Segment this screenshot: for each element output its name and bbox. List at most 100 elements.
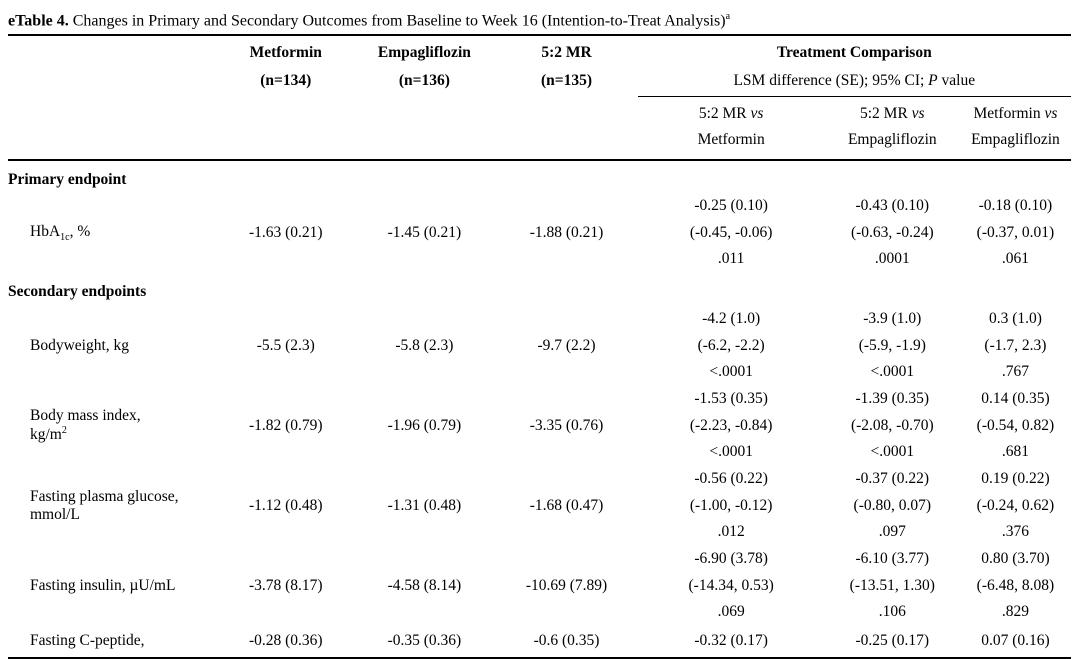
value-metformin: -1.12 (0.48) [248,496,323,514]
subcolumn-line2: Metformin [697,130,765,148]
lsm-difference: -0.25 (0.10) [694,197,768,215]
table-row-fpg: Fasting plasma glucose, mmol/L -1.12 (0.… [8,466,1071,546]
lsm-difference: -0.32 (0.17) [637,625,825,659]
section-label: Secondary endpoints [8,283,147,301]
table-row-insulin: Fasting insulin, µU/mL -3.78 (8.17) -4.5… [8,546,1071,626]
lsm-difference: -3.9 (1.0) [863,310,922,328]
subcolumn-line1: Metformin vs [973,104,1058,122]
comparison-cell: -6.10 (3.77) (-13.51, 1.30) .106 [825,546,960,626]
outcomes-table: Metformin Empagliflozin 5:2 MR Treatment… [8,36,1071,659]
p-value: .011 [717,250,745,268]
lsm-difference: 0.07 (0.16) [959,625,1071,659]
value-metformin: -1.63 (0.21) [248,223,323,241]
lsm-difference: 0.3 (1.0) [988,310,1042,328]
p-value: .097 [878,523,906,541]
comparison-cell: -0.43 (0.10) (-0.63, -0.24) .0001 [825,193,960,273]
header-spacer [8,96,638,161]
value-empagliflozin: -4.58 (8.14) [387,576,462,594]
footnote-marker: a [725,11,731,22]
comparison-subtitle-suffix: value [937,72,976,90]
n-metformin: (n=134) [260,72,312,90]
table-row-bmi: Body mass index, kg/m2 -1.82 (0.79) -1.9… [8,386,1071,466]
row-label: HbA1c, % [30,222,91,243]
lsm-difference: -0.25 (0.17) [824,625,960,659]
lsm-difference: -6.10 (3.77) [855,550,930,568]
lsm-difference: 0.80 (3.70) [981,550,1050,568]
confidence-interval: (-0.54, 0.82) [976,416,1055,434]
comparison-cell: -3.9 (1.0) (-5.9, -1.9) <.0001 [825,306,960,386]
row-label: Fasting C-peptide, [8,625,219,659]
value-metformin: -5.5 (2.3) [256,336,315,354]
comparison-subtitle: LSM difference (SE); 95% CI; P value [637,66,1071,97]
lsm-difference: 0.19 (0.22) [981,470,1050,488]
p-value: .069 [717,603,745,621]
subcolumn-line1: 5:2 MR vs [698,104,764,122]
value-metformin: -0.28 (0.36) [218,625,354,659]
value-empagliflozin: -5.8 (2.3) [395,336,454,354]
p-value: <.0001 [870,443,915,461]
comparison-cell: -1.39 (0.35) (-2.08, -0.70) <.0001 [825,386,960,466]
lsm-difference: -6.90 (3.78) [694,550,768,568]
value-52mr: -3.35 (0.76) [529,416,604,434]
row-label: Fasting plasma glucose, mmol/L [30,487,179,523]
header-spacer [8,66,218,96]
value-empagliflozin: -1.96 (0.79) [387,416,462,434]
section-label: Primary endpoint [8,170,127,188]
confidence-interval: (-6.48, 8.08) [976,576,1055,594]
p-value: .681 [1001,443,1029,461]
header-row-arms: Metformin Empagliflozin 5:2 MR Treatment… [8,36,1071,66]
comparison-cell: -0.18 (0.10) (-0.37, 0.01) .061 [960,193,1071,273]
comparison-cell: -4.2 (1.0) (-6.2, -2.2) <.0001 [638,306,825,386]
comparison-cell: 0.19 (0.22) (-0.24, 0.62) .376 [960,466,1071,546]
row-label: Fasting insulin, µU/mL [30,576,176,594]
comparison-cell: -0.56 (0.22) (-1.00, -0.12) .012 [638,466,825,546]
table-row-cpeptide: Fasting C-peptide, -0.28 (0.36) -0.35 (0… [8,625,1071,659]
comparison-cell: 0.14 (0.35) (-0.54, 0.82) .681 [960,386,1071,466]
value-52mr: -1.68 (0.47) [529,496,604,514]
table-row-hba1c: HbA1c, % -1.63 (0.21) -1.45 (0.21) -1.88… [8,193,1071,273]
subcolumn-52mr-vs-metformin: 5:2 MR vs Metformin [637,96,825,161]
p-value: <.0001 [709,363,753,381]
n-52mr: (n=135) [540,72,593,90]
confidence-interval: (-0.24, 0.62) [976,496,1055,514]
subcolumn-metformin-vs-empagliflozin: Metformin vs Empagliflozin [959,96,1071,161]
confidence-interval: (-6.2, -2.2) [697,336,765,354]
comparison-cell: -6.90 (3.78) (-14.34, 0.53) .069 [638,546,825,626]
value-metformin: -1.82 (0.79) [248,416,323,434]
header-row-comparisons: 5:2 MR vs Metformin 5:2 MR vs Empagliflo… [8,96,1071,161]
confidence-interval: (-14.34, 0.53) [688,576,774,594]
column-group-treatment-comparison: Treatment Comparison [776,44,932,62]
value-empagliflozin: -1.45 (0.21) [387,223,462,241]
confidence-interval: (-0.45, -0.06) [689,223,773,241]
n-empagliflozin: (n=136) [398,72,450,90]
row-label: Body mass index, kg/m2 [30,407,141,444]
comparison-subtitle-text: LSM difference (SE); 95% CI; [733,72,929,90]
p-value: <.0001 [709,443,753,461]
column-header-metformin: Metformin [249,44,322,62]
confidence-interval: (-13.51, 1.30) [849,576,935,594]
confidence-interval: (-0.80, 0.07) [853,496,932,514]
section-row-secondary: Secondary endpoints [8,273,1071,306]
table-title-text: Changes in Primary and Secondary Outcome… [68,12,726,30]
p-value: .0001 [874,250,910,268]
confidence-interval: (-1.7, 2.3) [984,336,1047,354]
value-52mr: -9.7 (2.2) [537,336,596,354]
column-header-empagliflozin: Empagliflozin [377,44,471,62]
p-value: <.0001 [870,363,915,381]
confidence-interval: (-2.08, -0.70) [850,416,934,434]
comparison-cell: -0.37 (0.22) (-0.80, 0.07) .097 [825,466,960,546]
confidence-interval: (-0.63, -0.24) [850,223,934,241]
p-value: .012 [717,523,745,541]
lsm-difference: -4.2 (1.0) [702,310,761,328]
confidence-interval: (-0.37, 0.01) [976,223,1055,241]
table-title: eTable 4. Changes in Primary and Seconda… [8,5,1071,37]
header-row-n: (n=134) (n=136) (n=135) LSM difference (… [8,66,1071,97]
subcolumn-52mr-vs-empagliflozin: 5:2 MR vs Empagliflozin [824,96,960,161]
lsm-difference: -1.39 (0.35) [855,390,930,408]
lsm-difference: -0.18 (0.10) [978,197,1053,215]
table-row-bodyweight: Bodyweight, kg -5.5 (2.3) -5.8 (2.3) -9.… [8,306,1071,386]
column-header-52mr: 5:2 MR [541,44,592,62]
confidence-interval: (-1.00, -0.12) [689,496,773,514]
comparison-cell: 0.3 (1.0) (-1.7, 2.3) .767 [960,306,1071,386]
